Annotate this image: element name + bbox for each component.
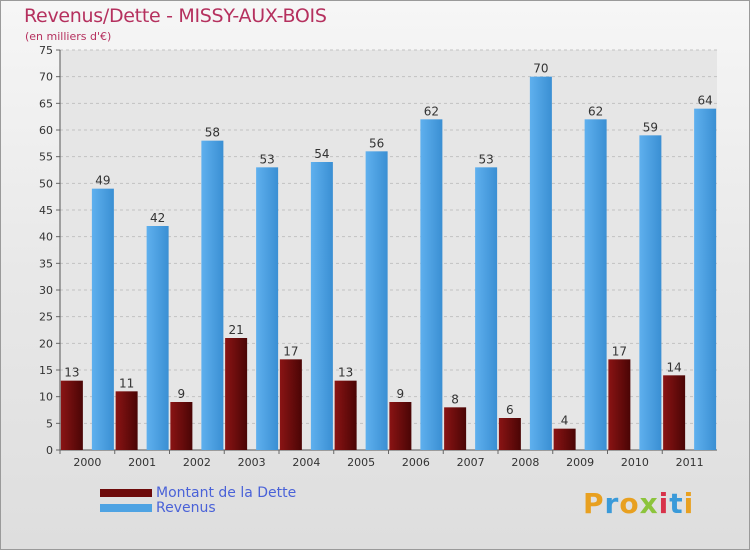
data-label-revenus: 64 [697, 94, 712, 108]
data-label-revenus: 54 [314, 147, 329, 161]
y-tick-label: 40 [39, 231, 53, 244]
x-tick-label: 2006 [402, 456, 430, 469]
data-label-revenus: 58 [205, 126, 220, 140]
y-tick-label: 65 [39, 97, 53, 110]
x-tick-label: 2008 [511, 456, 539, 469]
bar-revenus [146, 226, 169, 450]
data-label-revenus: 70 [533, 62, 548, 76]
bar-dette [225, 338, 248, 450]
x-tick-label: 2000 [73, 456, 101, 469]
y-tick-label: 20 [39, 337, 53, 350]
y-tick-label: 55 [39, 151, 53, 164]
x-tick-label: 2005 [347, 456, 375, 469]
y-tick-label: 10 [39, 391, 53, 404]
bar-dette [279, 359, 302, 450]
y-tick-label: 50 [39, 177, 53, 190]
x-tick-label: 2011 [676, 456, 704, 469]
bar-dette [115, 391, 138, 450]
plot-area [60, 50, 717, 450]
y-tick-label: 35 [39, 257, 53, 270]
data-label-revenus: 42 [150, 211, 165, 225]
x-tick-label: 2001 [128, 456, 156, 469]
legend-label-dette: Montant de la Dette [156, 485, 297, 501]
bar-dette [444, 407, 467, 450]
chart-title: Revenus/Dette - MISSY-AUX-BOIS [24, 5, 327, 27]
y-tick-label: 25 [39, 311, 53, 324]
chart-subtitle: (en milliers d'€) [25, 30, 112, 43]
data-label-dette: 4 [561, 414, 569, 428]
data-label-dette: 13 [64, 366, 79, 380]
data-label-revenus: 62 [588, 104, 603, 118]
x-tick-label: 2010 [621, 456, 649, 469]
data-label-dette: 6 [506, 403, 514, 417]
data-label-dette: 17 [283, 344, 298, 358]
bar-revenus [529, 76, 552, 451]
data-label-revenus: 56 [369, 136, 384, 150]
bar-revenus [694, 108, 717, 451]
data-label-revenus: 53 [478, 152, 493, 166]
y-tick-label: 45 [39, 204, 53, 217]
bar-revenus [420, 119, 443, 450]
data-label-dette: 13 [338, 366, 353, 380]
proxiti-logo: Proxiti [583, 487, 695, 520]
bar-dette [498, 418, 521, 450]
bar-revenus [639, 135, 662, 451]
data-label-revenus: 62 [424, 104, 439, 118]
data-label-dette: 8 [451, 392, 459, 406]
data-label-dette: 14 [666, 360, 681, 374]
x-tick-label: 2009 [566, 456, 594, 469]
data-label-revenus: 59 [643, 120, 658, 134]
legend-swatch-revenus [100, 504, 152, 512]
data-label-dette: 21 [228, 323, 243, 337]
bar-dette [170, 402, 193, 450]
data-label-dette: 9 [178, 387, 186, 401]
bar-dette [334, 380, 357, 450]
bar-revenus [365, 151, 388, 451]
bar-revenus [91, 188, 114, 450]
x-tick-label: 2003 [238, 456, 266, 469]
bar-revenus [201, 140, 224, 450]
x-tick-label: 2002 [183, 456, 211, 469]
bar-dette [389, 402, 412, 450]
y-tick-label: 15 [39, 364, 53, 377]
y-tick-label: 30 [39, 284, 53, 297]
bar-revenus [310, 162, 333, 450]
data-label-dette: 9 [397, 387, 405, 401]
bar-dette [553, 428, 576, 450]
legend-label-revenus: Revenus [156, 500, 216, 516]
y-tick-label: 60 [39, 124, 53, 137]
data-label-dette: 17 [612, 344, 627, 358]
bar-dette [663, 375, 686, 450]
y-tick-label: 0 [46, 444, 53, 457]
bar-dette [608, 359, 631, 450]
y-tick-label: 75 [39, 44, 53, 57]
x-tick-label: 2007 [457, 456, 485, 469]
data-label-revenus: 53 [259, 152, 274, 166]
bar-revenus [475, 167, 498, 451]
bar-dette [60, 380, 83, 450]
bar-revenus [256, 167, 279, 451]
data-label-dette: 11 [119, 376, 134, 390]
x-tick-label: 2004 [292, 456, 320, 469]
legend-swatch-dette [100, 489, 152, 497]
y-tick-label: 70 [39, 71, 53, 84]
y-tick-label: 5 [46, 417, 53, 430]
bar-revenus [584, 119, 607, 450]
data-label-revenus: 49 [95, 174, 110, 188]
